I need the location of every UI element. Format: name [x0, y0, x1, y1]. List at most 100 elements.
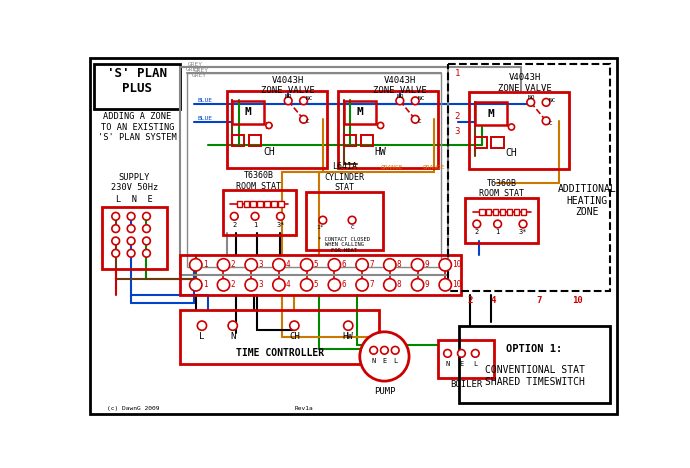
Circle shape — [527, 98, 535, 106]
Bar — [180, 310, 379, 364]
Bar — [250, 201, 256, 207]
Circle shape — [190, 259, 202, 271]
Text: CONVENTIONAL STAT
SHARED TIMESWITCH: CONVENTIONAL STAT SHARED TIMESWITCH — [484, 365, 584, 387]
Text: CH: CH — [289, 332, 299, 341]
Bar — [514, 209, 519, 215]
Text: E: E — [382, 358, 386, 364]
Circle shape — [112, 237, 119, 245]
Text: ADDITIONAL
HEATING
ZONE: ADDITIONAL HEATING ZONE — [558, 184, 616, 217]
Text: TIME CONTROLLER: TIME CONTROLLER — [236, 348, 324, 358]
Text: 10: 10 — [452, 260, 462, 269]
Text: 2: 2 — [232, 222, 237, 228]
Text: V4043H
ZONE VALVE: V4043H ZONE VALVE — [498, 73, 552, 93]
Text: HW: HW — [343, 332, 353, 341]
Text: C: C — [549, 121, 552, 125]
Text: 4: 4 — [286, 260, 290, 269]
Bar — [180, 255, 462, 295]
Circle shape — [301, 259, 313, 271]
Text: GREY: GREY — [192, 73, 207, 78]
Text: 1*: 1* — [316, 226, 324, 230]
Circle shape — [457, 350, 465, 357]
Text: E: E — [460, 361, 464, 367]
Text: NO: NO — [528, 95, 535, 100]
Text: 3: 3 — [258, 260, 263, 269]
Circle shape — [112, 212, 119, 220]
Text: BLUE: BLUE — [197, 116, 213, 121]
Circle shape — [370, 346, 377, 354]
Circle shape — [266, 122, 272, 129]
Text: 1: 1 — [455, 69, 460, 78]
Text: 9: 9 — [424, 260, 429, 269]
Circle shape — [471, 350, 479, 357]
Circle shape — [127, 212, 135, 220]
Text: 3*: 3* — [276, 222, 285, 228]
Circle shape — [381, 346, 388, 354]
Text: HW: HW — [375, 146, 386, 157]
Bar — [180, 67, 448, 275]
Text: GREY: GREY — [188, 62, 203, 67]
Circle shape — [396, 97, 404, 105]
Text: CH: CH — [506, 148, 518, 158]
Text: 2: 2 — [230, 280, 235, 289]
Bar — [361, 135, 373, 146]
Circle shape — [328, 259, 341, 271]
Text: 5: 5 — [313, 280, 318, 289]
Circle shape — [143, 212, 150, 220]
Bar — [491, 137, 504, 148]
Bar — [232, 101, 264, 124]
Text: T6360B
ROOM STAT: T6360B ROOM STAT — [479, 179, 524, 198]
Bar — [226, 91, 326, 168]
Circle shape — [228, 321, 237, 330]
Text: 2: 2 — [475, 229, 479, 235]
Bar — [469, 92, 569, 169]
Text: ORANGE: ORANGE — [381, 165, 403, 170]
Circle shape — [299, 97, 308, 105]
Text: NC: NC — [417, 96, 425, 101]
Text: 1: 1 — [495, 229, 500, 235]
Text: NC: NC — [306, 96, 313, 101]
Text: ADDING A ZONE
TO AN EXISTING
'S' PLAN SYSTEM: ADDING A ZONE TO AN EXISTING 'S' PLAN SY… — [98, 112, 177, 142]
Text: * CONTACT CLOSED
WHEN CALLING
FOR HEAT: * CONTACT CLOSED WHEN CALLING FOR HEAT — [318, 236, 371, 253]
Circle shape — [277, 212, 284, 220]
Circle shape — [143, 249, 150, 257]
Text: (c) DawnG 2009: (c) DawnG 2009 — [107, 406, 159, 411]
Bar — [278, 201, 284, 207]
Circle shape — [411, 97, 419, 105]
Circle shape — [473, 220, 481, 228]
Text: 8: 8 — [397, 280, 402, 289]
Text: V4043H
ZONE VALVE: V4043H ZONE VALVE — [262, 76, 315, 95]
Text: L641A
CYLINDER
STAT: L641A CYLINDER STAT — [324, 162, 364, 192]
Circle shape — [377, 122, 384, 129]
Text: ORANGE: ORANGE — [423, 165, 446, 170]
Circle shape — [284, 97, 292, 105]
Circle shape — [348, 216, 356, 224]
Text: PUMP: PUMP — [374, 388, 395, 396]
Text: L: L — [199, 332, 205, 341]
Circle shape — [384, 278, 396, 291]
Bar — [465, 198, 538, 242]
Circle shape — [391, 346, 399, 354]
Text: N: N — [446, 361, 450, 367]
Circle shape — [519, 220, 527, 228]
Circle shape — [356, 278, 368, 291]
Circle shape — [411, 278, 424, 291]
Text: C: C — [306, 119, 310, 124]
Circle shape — [217, 259, 230, 271]
Text: 7: 7 — [369, 280, 374, 289]
Text: 8: 8 — [397, 260, 402, 269]
Circle shape — [411, 116, 419, 123]
Text: CH: CH — [263, 146, 275, 157]
Circle shape — [273, 259, 285, 271]
Text: N: N — [371, 358, 376, 364]
Bar — [223, 190, 296, 235]
Text: NC: NC — [549, 97, 556, 102]
Bar — [264, 201, 270, 207]
Text: GREY: GREY — [186, 67, 201, 72]
Circle shape — [127, 237, 135, 245]
Text: 10: 10 — [572, 296, 583, 305]
Circle shape — [359, 332, 409, 381]
Circle shape — [190, 278, 202, 291]
Text: 6: 6 — [342, 260, 346, 269]
Bar — [493, 209, 498, 215]
Circle shape — [230, 212, 238, 220]
